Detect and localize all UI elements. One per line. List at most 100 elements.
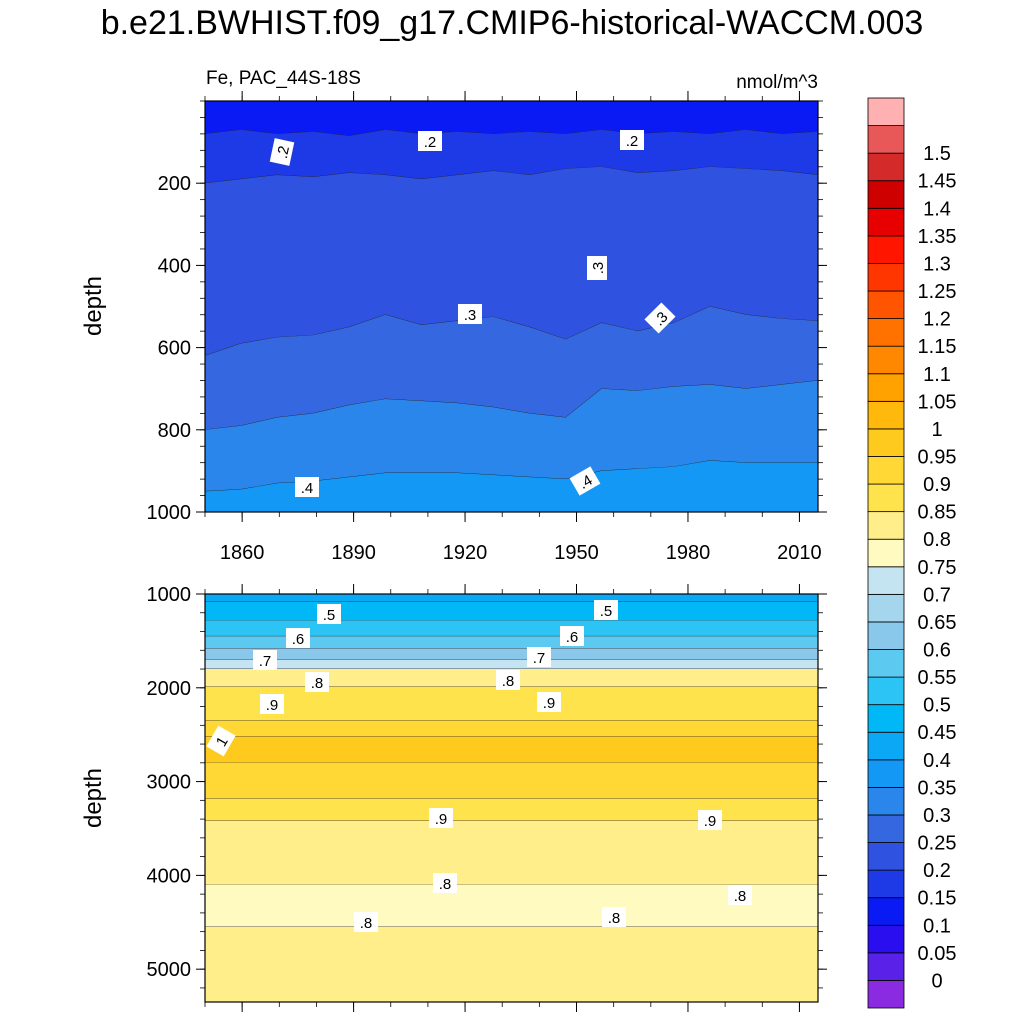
- svg-text:.7: .7: [533, 650, 546, 667]
- colorbar-label: 1.1: [923, 364, 951, 386]
- colorbar-swatch: [867, 290, 905, 320]
- y-tick-label: 600: [158, 338, 191, 360]
- colorbar-label: 0.3: [923, 805, 951, 827]
- svg-text:.6: .6: [566, 629, 579, 646]
- colorbar-label: 0.55: [918, 667, 957, 689]
- svg-text:.8: .8: [311, 675, 324, 692]
- contour-label: 1: [206, 725, 236, 757]
- contour-band-1-7: [205, 686, 818, 721]
- colorbar-label: 1.2: [923, 309, 951, 331]
- colorbar-label: 0.8: [923, 529, 951, 551]
- colorbar-swatch: [867, 649, 905, 678]
- svg-text:.8: .8: [734, 888, 747, 905]
- colorbar-swatch: [867, 263, 905, 292]
- contour-band-1-4: [205, 648, 818, 660]
- y-tick-label: 1000: [147, 502, 192, 524]
- contour-band-1-1: [205, 601, 818, 621]
- svg-text:.8: .8: [439, 876, 452, 893]
- subtitle-left: Fe, PAC_44S-18S: [206, 68, 361, 89]
- colorbar-swatch: [867, 180, 905, 209]
- colorbar-label: 0.95: [918, 446, 957, 468]
- contour-band-1-0: [205, 594, 818, 602]
- colorbar-label: 0.15: [918, 888, 957, 910]
- x-tick-label: 2010: [777, 542, 822, 564]
- contour-band-0-3: [205, 306, 818, 430]
- colorbar-label: 1.25: [918, 281, 957, 303]
- colorbar-label: 0.25: [918, 833, 957, 855]
- contour-label: .5: [594, 600, 618, 620]
- svg-text:.4: .4: [301, 480, 314, 497]
- colorbar-swatch: [867, 759, 905, 788]
- contour-label: .6: [286, 628, 310, 648]
- colorbar-label: 0: [931, 970, 942, 992]
- colorbar-swatch: [867, 869, 905, 899]
- colorbar-swatch: [867, 814, 905, 843]
- upper-panel: 200 400 600 800 1000 1860 1890 1920 1950 1980 2010…: [80, 91, 827, 564]
- lower-panel: 1000 2000 3000 4000 5000 depth .5 .5 .6 .6 .7 .7 .8.…: [80, 584, 827, 1012]
- contour-band-0-4: [205, 380, 818, 492]
- y-tick-label: 1000: [147, 584, 192, 606]
- y-tick-label: 4000: [147, 865, 192, 887]
- x-tick-label: 1920: [443, 542, 488, 564]
- y-tick-label: 800: [158, 420, 191, 442]
- contour-band-1-8: [205, 720, 818, 737]
- svg-text:.9: .9: [435, 811, 448, 828]
- colorbar-label: 1.15: [918, 336, 957, 358]
- contour-label: .4: [569, 466, 601, 496]
- colorbar-swatch: [867, 621, 905, 650]
- colorbar-label: 1.35: [918, 226, 957, 248]
- svg-text:.9: .9: [704, 813, 717, 830]
- colorbar-swatch: [867, 593, 905, 623]
- colorbar-swatch: [867, 731, 905, 761]
- contour-band-1-14: [205, 927, 818, 1002]
- contour-label: .3: [458, 304, 482, 324]
- y-tick-label: 400: [158, 255, 191, 277]
- contour-band-1-3: [205, 636, 818, 649]
- colorbar: 0 0.05 0.1 0.15 0.2 0.25 0.3 0.35 0.4 0.45 0.5 0.55…: [867, 97, 957, 1009]
- subtitle-right: nmol/m^3: [736, 72, 818, 93]
- contour-band-1-10: [205, 762, 818, 799]
- colorbar-swatch: [867, 318, 905, 347]
- contour-label: .9: [260, 694, 284, 714]
- colorbar-label: 0.35: [918, 777, 957, 799]
- contour-label: .9: [537, 692, 561, 712]
- colorbar-swatch: [867, 538, 905, 568]
- contour-label: .8: [433, 873, 457, 893]
- svg-text:.8: .8: [502, 673, 515, 690]
- chart-title: b.e21.BWHIST.f09_g17.CMIP6-historical-WA…: [100, 4, 924, 42]
- colorbar-swatch: [867, 400, 905, 430]
- contour-label: .5: [317, 604, 341, 624]
- colorbar-swatch: [867, 704, 905, 733]
- svg-text:.5: .5: [600, 603, 613, 620]
- colorbar-label: 1.05: [918, 391, 957, 413]
- y-axis-title: depth: [80, 276, 107, 336]
- colorbar-swatch: [867, 786, 905, 816]
- contour-band-1-5: [205, 659, 818, 669]
- colorbar-label: 0.1: [923, 915, 951, 937]
- contour-label: .8: [602, 907, 626, 927]
- colorbar-label: 1.3: [923, 253, 951, 275]
- contour-label: .6: [560, 626, 584, 646]
- colorbar-swatch: [867, 456, 905, 485]
- y-tick-label: 2000: [147, 678, 192, 700]
- y-axis-title: depth: [80, 768, 107, 828]
- y-tick-label: 3000: [147, 772, 192, 794]
- svg-text:.5: .5: [323, 607, 336, 624]
- colorbar-swatch: [867, 511, 905, 540]
- contour-label: .9: [698, 810, 722, 830]
- svg-text:.2: .2: [626, 133, 639, 150]
- colorbar-swatch: [867, 483, 905, 513]
- contour-band-1-2: [205, 620, 818, 637]
- contour-label: .8: [354, 912, 378, 932]
- x-tick-label: 1860: [220, 542, 265, 564]
- colorbar-label: 0.05: [918, 943, 957, 965]
- colorbar-label: 1.4: [923, 198, 951, 220]
- svg-text:.7: .7: [259, 653, 272, 670]
- contour-label: .9: [429, 808, 453, 828]
- colorbar-swatch: [867, 345, 905, 375]
- colorbar-label: 1.5: [923, 143, 951, 165]
- contour-label: .4: [295, 477, 319, 497]
- contour-label: .3: [644, 302, 676, 334]
- colorbar-swatch: [867, 924, 905, 954]
